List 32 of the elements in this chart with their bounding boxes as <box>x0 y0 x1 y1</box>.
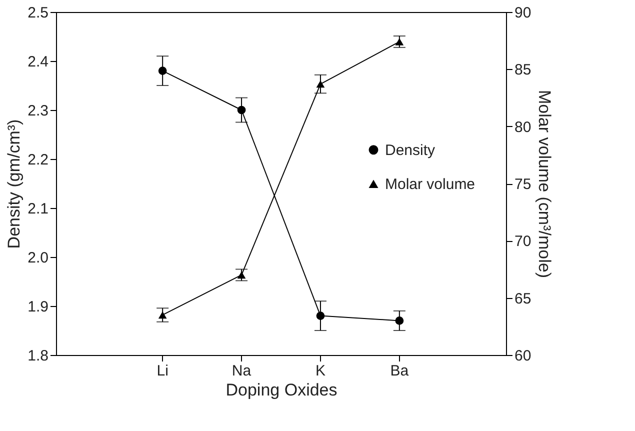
y-tick-label: 1.8 <box>28 348 48 364</box>
y2-tick-label: 80 <box>514 118 532 136</box>
y2-tick-label: 85 <box>514 62 532 79</box>
x-tick-label: Li <box>156 362 168 380</box>
y-tick-label: 2.2 <box>28 152 48 168</box>
y-tick-label: 1.9 <box>28 298 48 316</box>
point <box>395 38 404 46</box>
y2-axis-title: Molar volume (cm³/mole) <box>535 90 554 278</box>
point <box>158 66 167 75</box>
y-tick-label: 2.3 <box>28 102 48 120</box>
point <box>316 312 325 320</box>
y-tick-label: 2.1 <box>28 200 48 218</box>
y-axis-title: Density (gm/cm³) <box>4 119 24 249</box>
y2-tick-label: 90 <box>514 4 532 22</box>
y2-tick-label: 70 <box>514 233 532 250</box>
y-tick-label: 2.4 <box>28 54 48 70</box>
legend-label: Molar volume <box>385 176 476 193</box>
point <box>158 311 167 319</box>
y2-tick-label: 60 <box>514 348 532 364</box>
legend-label: Density <box>385 142 436 159</box>
y-tick-label: 2.5 <box>28 4 48 22</box>
y-tick-label: 2.0 <box>28 250 48 266</box>
y2-tick-label: 75 <box>514 176 532 193</box>
y2-tick-label: 65 <box>514 290 532 308</box>
x-tick-label: K <box>315 362 326 380</box>
x-tick-label: Ba <box>390 362 410 380</box>
point <box>316 80 325 88</box>
x-tick-label: Na <box>232 362 252 380</box>
point <box>237 106 246 114</box>
x-axis-title: Doping Oxides <box>226 380 338 400</box>
point <box>237 271 246 279</box>
point <box>395 316 404 325</box>
